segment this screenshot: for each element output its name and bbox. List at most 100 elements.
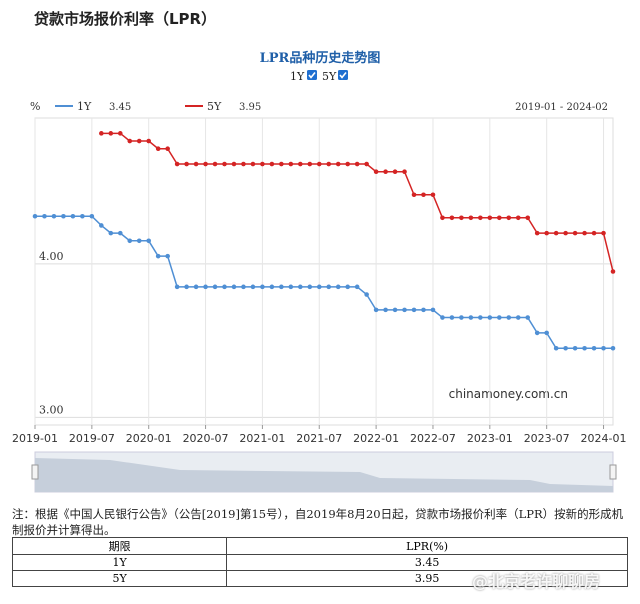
- data-point: [601, 230, 606, 236]
- data-point: [478, 315, 483, 320]
- chart: LPR品种历史走势图 1Y 5Y % 2019-01 - 2024-02 chi…: [8, 38, 632, 500]
- data-point: [534, 230, 540, 236]
- data-point: [373, 169, 379, 175]
- range-label: 2019-01 - 2024-02: [515, 102, 608, 113]
- data-point: [326, 284, 332, 290]
- data-point: [222, 284, 227, 290]
- y-tick-label: 3.00: [39, 403, 64, 416]
- data-point: [127, 238, 133, 244]
- data-point: [553, 345, 559, 351]
- data-point: [487, 215, 493, 221]
- data-point: [174, 284, 180, 290]
- data-point: [241, 284, 246, 290]
- data-point: [241, 161, 246, 167]
- data-point: [136, 138, 142, 144]
- data-point: [392, 307, 398, 313]
- x-tick-label: 2019-01: [12, 432, 58, 445]
- chart-title: LPR品种历史走势图: [260, 50, 381, 66]
- data-point: [80, 213, 85, 219]
- data-point: [354, 161, 360, 167]
- data-point: [449, 315, 455, 320]
- data-point: [525, 215, 531, 221]
- data-point: [364, 292, 369, 297]
- data-point: [231, 161, 237, 167]
- data-point: [117, 131, 123, 136]
- data-point: [345, 284, 350, 290]
- data-point: [563, 230, 568, 236]
- data-point: [591, 345, 597, 351]
- data-point: [108, 230, 114, 236]
- unit-label: %: [30, 100, 40, 113]
- x-tick-label: 2023-07: [524, 432, 570, 445]
- table-header: LPR(%): [226, 537, 628, 555]
- data-point: [525, 315, 531, 320]
- data-point: [117, 230, 123, 236]
- data-point: [279, 284, 284, 290]
- data-point: [99, 223, 104, 228]
- legend-value: 3.95: [239, 102, 261, 113]
- data-point: [212, 284, 218, 290]
- checkmark: [339, 72, 347, 79]
- data-point: [298, 284, 303, 290]
- data-point: [459, 315, 464, 320]
- data-point: [288, 161, 294, 167]
- data-point: [487, 315, 493, 320]
- data-point: [468, 215, 474, 221]
- data-point: [70, 213, 76, 219]
- data-point: [478, 215, 483, 221]
- data-point: [32, 213, 38, 219]
- legend-label: 5Y: [207, 100, 222, 113]
- navigator-handle[interactable]: [609, 464, 617, 480]
- x-tick-label: 2020-07: [183, 432, 229, 445]
- data-point: [260, 284, 265, 290]
- x-tick-label: 2022-07: [410, 432, 456, 445]
- data-point: [411, 307, 417, 313]
- chart-frame: [8, 38, 632, 500]
- overlay-watermark: @北京老许聊聊房: [472, 572, 601, 591]
- table-cell: 3.95: [226, 570, 628, 587]
- data-point: [610, 269, 616, 274]
- data-point: [108, 131, 114, 136]
- data-point: [544, 330, 549, 336]
- data-point: [99, 131, 104, 136]
- data-point: [582, 345, 587, 351]
- data-point: [430, 307, 436, 313]
- toggle-label: 5Y: [322, 70, 337, 83]
- data-point: [288, 284, 294, 290]
- data-point: [165, 146, 170, 151]
- data-point: [51, 213, 57, 219]
- navigator-handle[interactable]: [31, 464, 39, 480]
- data-point: [203, 161, 208, 167]
- data-point: [269, 284, 275, 290]
- data-point: [553, 230, 559, 236]
- data-point: [127, 138, 133, 144]
- data-point: [298, 161, 303, 167]
- data-point: [307, 161, 313, 167]
- data-point: [260, 161, 265, 167]
- data-point: [174, 161, 180, 167]
- data-point: [506, 315, 512, 320]
- legend-label: 1Y: [77, 100, 92, 113]
- data-point: [326, 161, 332, 167]
- data-point: [411, 192, 417, 198]
- data-point: [335, 284, 341, 290]
- data-point: [534, 330, 540, 336]
- data-point: [42, 213, 47, 219]
- data-point: [279, 161, 284, 167]
- checkmark: [308, 72, 316, 79]
- data-point: [364, 161, 369, 167]
- table-cell: 5Y: [11, 570, 228, 587]
- data-point: [392, 169, 398, 175]
- data-point: [250, 161, 256, 167]
- data-point: [146, 238, 152, 244]
- data-point: [61, 213, 66, 219]
- x-tick-label: 2024-01: [581, 432, 627, 445]
- data-point: [515, 315, 521, 320]
- data-point: [563, 345, 568, 351]
- y-tick-label: 4.00: [39, 250, 64, 263]
- data-point: [421, 307, 426, 313]
- watermark: chinamoney.com.cn: [449, 387, 568, 401]
- data-point: [155, 146, 161, 151]
- page-title: 贷款市场报价利率（LPR）: [34, 10, 217, 28]
- data-point: [335, 161, 341, 167]
